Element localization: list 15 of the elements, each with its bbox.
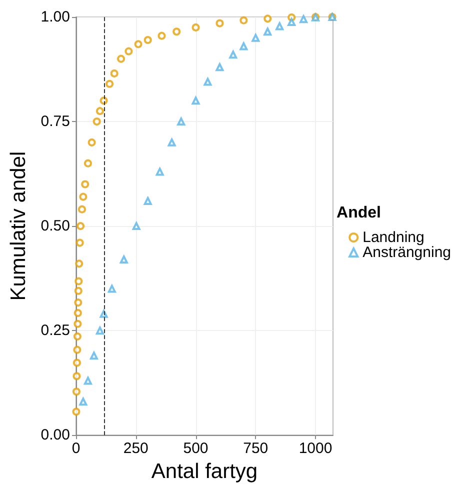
x-tick-label: 250 bbox=[123, 440, 148, 458]
legend-label: Ansträngning bbox=[362, 244, 452, 261]
y-axis-title: Kumulativ andel bbox=[7, 151, 30, 301]
y-tick-label: 0.50 bbox=[40, 218, 70, 235]
y-tick-label: 0.25 bbox=[40, 322, 70, 340]
x-tick-label: 0 bbox=[72, 440, 80, 458]
x-tick-label: 1000 bbox=[298, 440, 332, 458]
legend-title: Andel bbox=[336, 204, 382, 222]
y-tick-label: 0.00 bbox=[40, 426, 70, 444]
x-tick-label: 750 bbox=[243, 440, 268, 458]
legend-label: Landning bbox=[362, 229, 424, 246]
x-axis-title: Antal fartyg bbox=[151, 460, 258, 483]
x-tick-label: 500 bbox=[183, 440, 208, 458]
y-tick-label: 0.75 bbox=[40, 113, 70, 130]
y-tick-label: 1.00 bbox=[40, 8, 70, 26]
